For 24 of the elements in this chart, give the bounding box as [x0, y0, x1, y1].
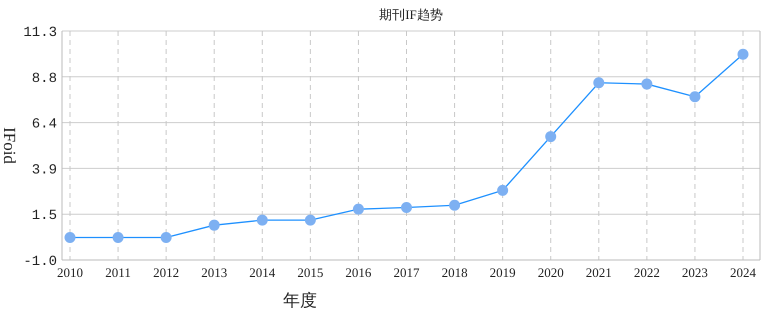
y-tick-label: 1.5 [32, 208, 57, 224]
x-axis-title: 年度 [283, 291, 317, 310]
x-tick-label: 2022 [634, 265, 660, 280]
x-tick-label: 2019 [490, 265, 516, 280]
x-tick-label: 2016 [345, 265, 372, 280]
chart-title: 期刊IF趋势 [379, 7, 443, 22]
x-tick-label: 2013 [201, 265, 228, 280]
y-tick-label: 6.4 [32, 116, 57, 133]
y-axis-title: IFoid [0, 127, 19, 164]
x-tick-label: 2018 [442, 265, 468, 280]
x-tick-label: 2010 [57, 265, 83, 280]
x-tick-label: 2020 [538, 265, 564, 280]
x-tick-label: 2012 [153, 265, 180, 280]
x-tick-label: 2017 [394, 265, 420, 280]
x-tick-label: 2024 [730, 265, 756, 280]
y-tick-label: -1.0 [23, 254, 57, 270]
x-tick-label: 2011 [105, 265, 131, 280]
x-tick-label: 2021 [586, 265, 612, 280]
y-tick-label: 8.8 [32, 70, 57, 87]
x-tick-label: 2014 [249, 265, 276, 280]
y-tick-label: 3.9 [32, 162, 57, 178]
y-tick-label: 11.3 [23, 25, 57, 41]
x-tick-label: 2023 [682, 265, 708, 280]
x-tick-label: 2015 [297, 265, 324, 280]
